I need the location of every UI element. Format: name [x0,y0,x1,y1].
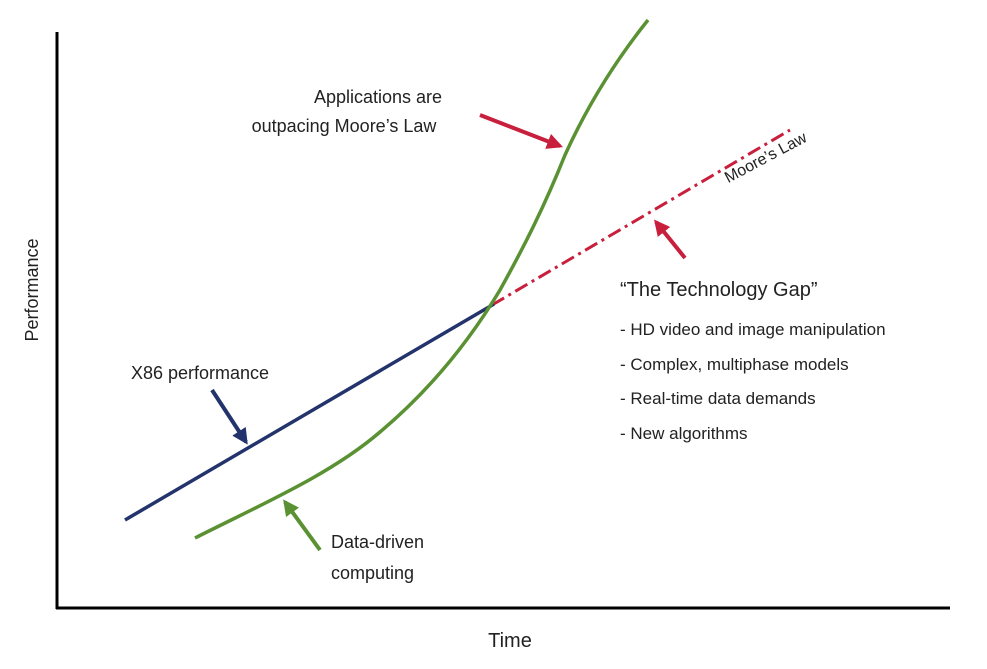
application-curve [194,18,650,540]
annotation-title: “The Technology Gap” [620,279,818,301]
list-item: - Complex, multiphase models [620,355,849,374]
arrow [653,219,687,260]
list-item: - Real-time data demands [620,389,816,408]
annotation: Applications are [314,87,442,107]
annotation: computing [331,563,414,583]
x-label: Time [488,630,532,652]
line-label: Moore’s Law [722,129,810,187]
x86-line [124,302,495,522]
annotation: outpacing Moore’s Law [252,116,438,136]
moores-law-line [491,128,791,307]
list-item: - New algorithms [620,424,748,443]
axes [55,32,950,610]
list-item: - HD video and image manipulation [620,320,886,339]
annotation: Data-driven [331,532,424,552]
y-label: Performance [22,238,42,341]
annotation: X86 performance [131,363,269,383]
arrow [283,499,322,552]
arrow [479,113,563,149]
arrow [210,388,248,445]
